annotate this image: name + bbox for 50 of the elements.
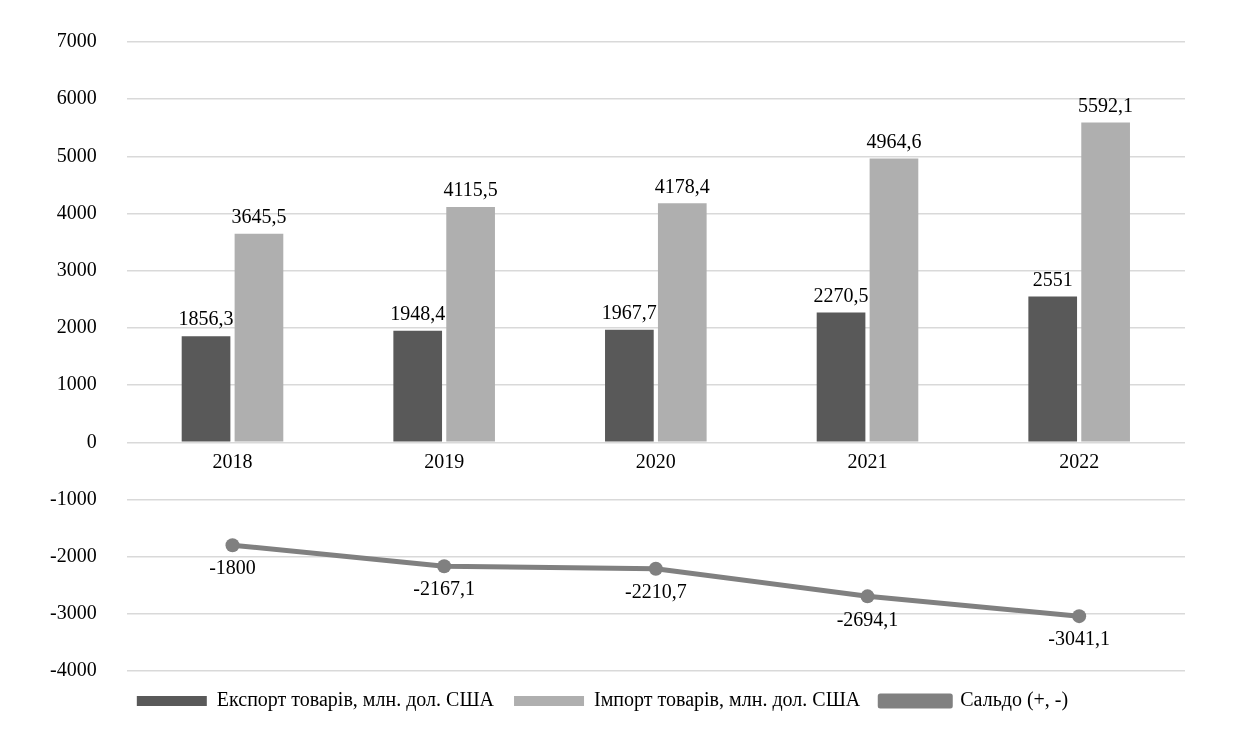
data-label: 5592,1: [1078, 93, 1134, 116]
x-tick-label: 2020: [635, 449, 676, 472]
data-label: 2551: [1032, 267, 1073, 290]
bar: [181, 336, 231, 442]
data-label: 4964,6: [866, 129, 922, 152]
bar: [393, 330, 443, 442]
data-label: 1967,7: [601, 301, 657, 324]
data-label: 2270,5: [813, 283, 869, 306]
x-tick-label: 2019: [424, 449, 465, 472]
data-label: 4178,4: [654, 174, 710, 197]
y-tick-label: -1000: [49, 486, 97, 509]
legend-label: Сальдо (+, -): [960, 688, 1069, 712]
x-tick-label: 2021: [847, 449, 888, 472]
data-label: -1800: [209, 556, 256, 579]
bar: [1081, 122, 1130, 442]
bar: [869, 158, 919, 442]
data-label: 4115,5: [443, 178, 498, 201]
data-label: 3645,5: [231, 205, 287, 228]
y-tick-label: 2000: [56, 315, 97, 338]
y-tick-label: 4000: [56, 200, 97, 223]
x-tick-label: 2018: [212, 449, 253, 472]
x-tick-label: 2022: [1059, 449, 1100, 472]
bar: [816, 312, 866, 442]
bar: [605, 329, 654, 442]
y-tick-label: -2000: [49, 543, 97, 566]
y-tick-label: 6000: [56, 86, 97, 109]
y-tick-label: -3000: [49, 601, 97, 624]
point: [1072, 609, 1087, 624]
data-label: -2210,7: [624, 579, 687, 602]
point: [437, 559, 452, 574]
y-tick-label: 5000: [56, 143, 97, 166]
y-tick-label: 7000: [56, 29, 97, 52]
point: [860, 589, 875, 604]
point: [225, 538, 240, 553]
bar: [1028, 296, 1078, 442]
bar: [657, 203, 707, 442]
data-label: -2694,1: [836, 607, 899, 630]
bar: [234, 233, 284, 442]
data-label: 1948,4: [390, 302, 446, 325]
bar: [446, 206, 495, 442]
data-label: -2167,1: [413, 577, 475, 600]
y-tick-label: 0: [86, 429, 97, 452]
y-tick-label: 1000: [56, 372, 97, 395]
data-label: 1856,3: [178, 307, 234, 330]
y-tick-label: -4000: [49, 658, 97, 681]
y-tick-label: 3000: [56, 257, 97, 280]
point: [648, 561, 663, 576]
legend-label: Імпорт товарів, млн. дол. США: [594, 688, 861, 712]
data-label: -3041,1: [1048, 627, 1110, 650]
legend-label: Експорт товарів, млн. дол. США: [216, 688, 495, 712]
